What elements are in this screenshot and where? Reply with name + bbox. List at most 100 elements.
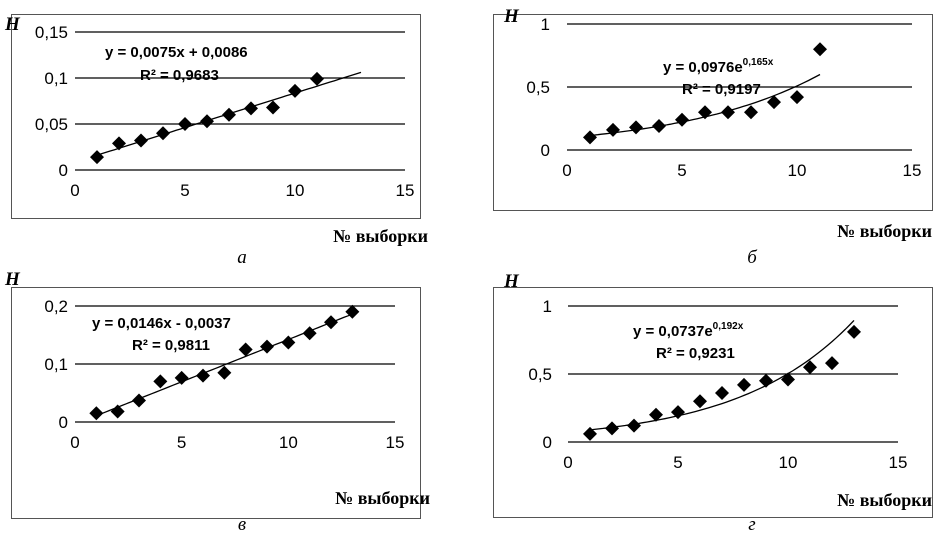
x-axis-label: № выборки [335, 488, 430, 508]
trend-equation: y = 0,0737e0,192x [633, 321, 744, 340]
y-axis-label: H [4, 14, 21, 35]
data-point [627, 418, 641, 433]
chart-frame [11, 14, 421, 219]
panel-caption: б [747, 247, 758, 268]
x-tick-label: 10 [779, 453, 798, 472]
y-axis-label: H [4, 269, 21, 290]
data-point [310, 71, 324, 86]
data-point [721, 105, 735, 120]
r-squared: R² = 0,9197 [682, 81, 761, 98]
x-tick-label: 5 [177, 433, 186, 452]
panel-caption: в [238, 514, 246, 535]
data-point [759, 373, 773, 388]
y-tick-label: 0,1 [44, 69, 68, 88]
x-axis-label: № выборки [333, 226, 428, 246]
trend-equation: y = 0,0976e0,165x [663, 57, 774, 76]
data-points [89, 304, 360, 421]
data-point [196, 368, 210, 383]
data-point [200, 114, 214, 129]
data-point [781, 372, 795, 387]
x-axis-label: № выборки [837, 490, 932, 510]
x-tick-label: 10 [279, 433, 298, 452]
y-tick-label: 0,15 [35, 23, 68, 42]
data-point [288, 83, 302, 98]
x-tick-label: 10 [788, 161, 807, 180]
data-point [238, 342, 253, 357]
trend-equation-exponent: 0,192x [713, 321, 744, 332]
x-tick-label: 10 [286, 181, 305, 200]
data-point [715, 386, 729, 401]
y-tick-label: 1 [541, 15, 550, 34]
data-point [652, 119, 666, 134]
data-point [89, 406, 104, 421]
data-point [132, 393, 146, 408]
r-squared: R² = 0,9683 [140, 67, 219, 84]
y-tick-label: 0 [59, 161, 68, 180]
x-tick-label: 15 [396, 181, 415, 200]
trend-equation: y = 0,0146x - 0,0037 [92, 315, 231, 332]
trend-equation: y = 0,0075x + 0,0086 [105, 44, 248, 61]
y-tick-label: 0,5 [528, 365, 552, 384]
data-point [583, 130, 597, 145]
chart-frame [493, 287, 933, 518]
data-point [847, 324, 861, 339]
data-point [790, 90, 804, 105]
chart-panel-1: 0 0,05 0,1 0,15 0 5 10 15 y = 0,0075x + 0,0086 R²… [4, 14, 428, 268]
r-squared: R² = 0,9811 [132, 337, 210, 354]
data-point [629, 120, 643, 135]
data-point [324, 315, 338, 330]
x-tick-label: 15 [386, 433, 405, 452]
data-point [345, 304, 360, 319]
data-point [605, 421, 619, 436]
trend-equation-base: y = 0,0976e [663, 59, 743, 76]
panel-caption: г [748, 514, 755, 535]
x-tick-label: 0 [70, 181, 79, 200]
x-tick-label: 15 [889, 453, 908, 472]
data-point [178, 117, 192, 131]
data-point [813, 42, 827, 57]
x-tick-label: 5 [673, 453, 682, 472]
chart-panel-3: 0 0,1 0,2 0 5 10 15 y = 0,0146x - 0,0037 R² = 0,… [4, 269, 430, 535]
y-tick-label: 0 [541, 141, 550, 160]
data-point [266, 100, 280, 115]
chart-frame [493, 14, 933, 211]
data-points [90, 71, 324, 165]
data-point [649, 407, 663, 422]
y-tick-label: 0 [59, 413, 68, 432]
data-point [110, 404, 125, 419]
y-tick-label: 0,5 [526, 78, 550, 97]
trendline [589, 319, 855, 431]
data-point [156, 126, 170, 141]
data-point [744, 105, 758, 120]
data-points [583, 324, 861, 441]
data-point [112, 136, 126, 151]
data-point [302, 326, 317, 341]
chart-frame [11, 287, 421, 519]
data-points [583, 42, 827, 145]
data-point [698, 105, 712, 120]
data-point [583, 426, 597, 441]
data-point [244, 101, 258, 116]
data-point [134, 133, 148, 148]
data-point [825, 356, 839, 371]
data-point [675, 112, 689, 127]
x-tick-label: 0 [562, 161, 571, 180]
y-tick-label: 1 [543, 297, 552, 316]
data-point [767, 95, 781, 110]
data-point [222, 107, 236, 122]
trend-equation-exponent: 0,165x [743, 57, 774, 68]
trend-equation-base: y = 0,0737e [633, 323, 713, 340]
y-tick-label: 0,1 [44, 355, 68, 374]
data-point [693, 394, 707, 409]
data-point [90, 150, 104, 165]
r-squared: R² = 0,9231 [656, 345, 735, 362]
y-tick-label: 0 [543, 433, 552, 452]
panel-caption: а [237, 247, 247, 268]
data-point [606, 122, 620, 137]
y-axis-label: H [503, 271, 520, 292]
data-point [671, 405, 685, 420]
data-point [174, 370, 189, 385]
x-tick-label: 0 [70, 433, 79, 452]
